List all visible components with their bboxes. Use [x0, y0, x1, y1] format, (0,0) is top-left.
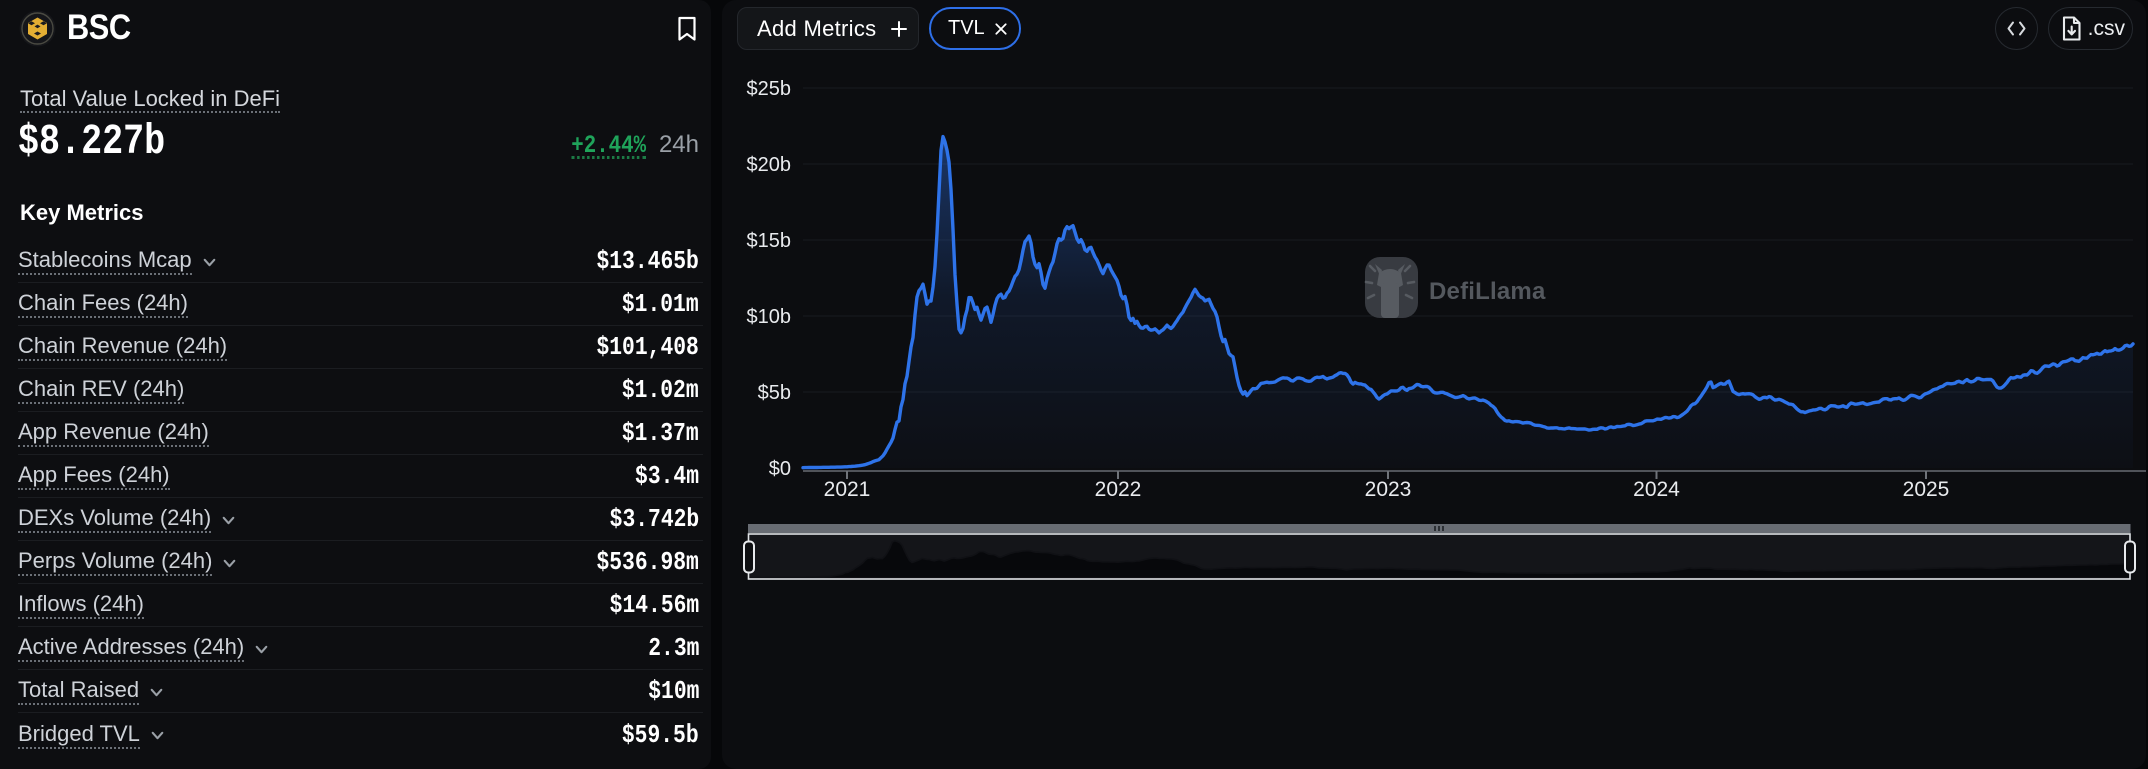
svg-text:$15b: $15b [747, 230, 792, 252]
svg-text:2024: 2024 [1633, 478, 1680, 501]
svg-text:2022: 2022 [1095, 478, 1142, 501]
svg-text:$20b: $20b [747, 154, 792, 176]
svg-text:DefiLlama: DefiLlama [1429, 278, 1546, 305]
svg-text:$5b: $5b [758, 382, 791, 404]
svg-text:$25b: $25b [747, 78, 792, 100]
svg-text:$0: $0 [769, 458, 791, 480]
svg-text:2021: 2021 [824, 478, 871, 501]
svg-text:$10b: $10b [747, 306, 792, 328]
svg-text:2025: 2025 [1903, 478, 1950, 501]
svg-text:2023: 2023 [1365, 478, 1412, 501]
